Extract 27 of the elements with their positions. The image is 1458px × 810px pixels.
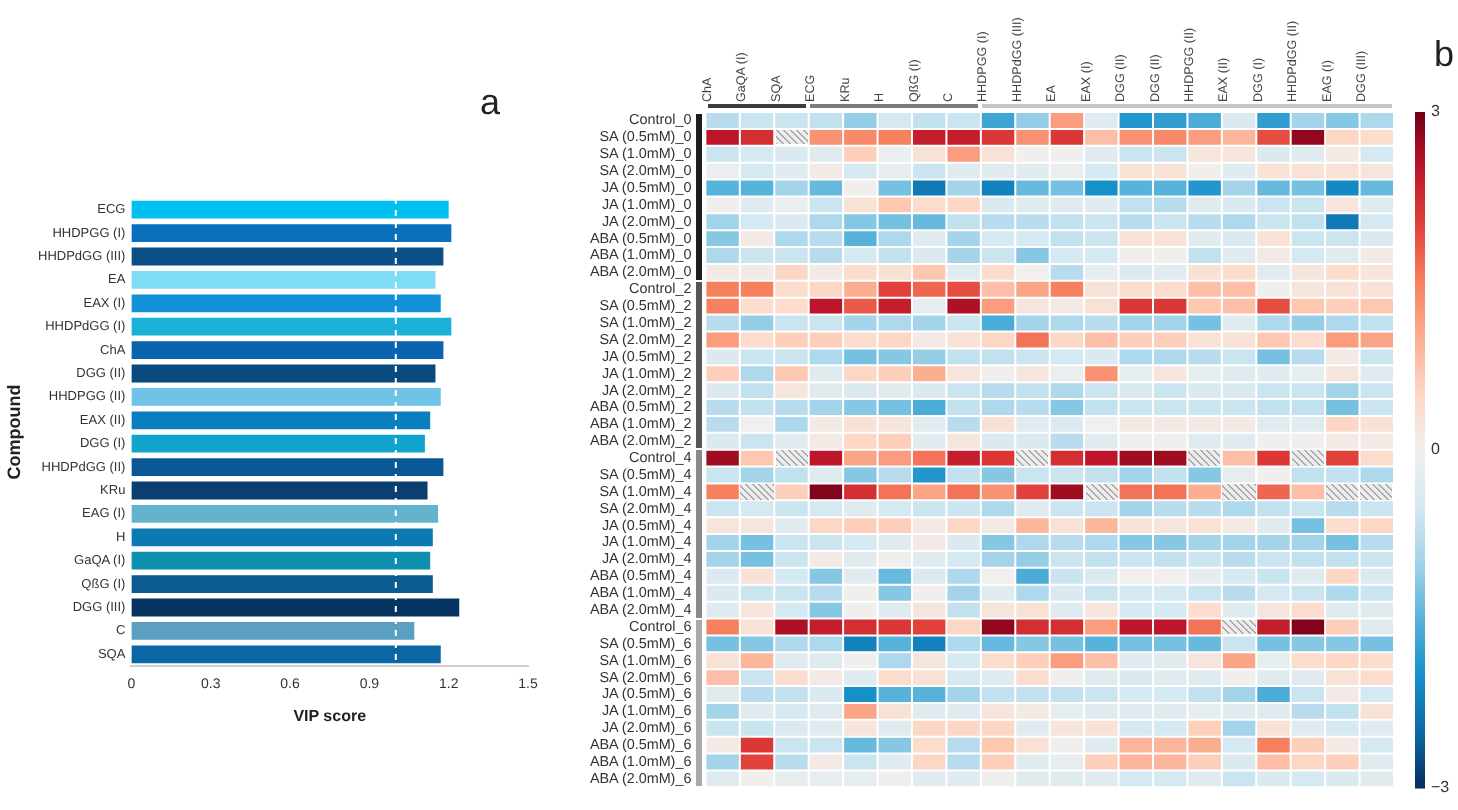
bar [131,247,444,266]
bar [131,294,441,313]
text: b [1433,33,1455,74]
bar [131,505,439,523]
bar [131,598,460,617]
bar [131,528,433,547]
bar [131,388,441,406]
bar [131,551,431,570]
bar [131,645,441,664]
color-bar-label: 3 [1431,102,1441,121]
bar [131,364,436,383]
bar [131,271,436,289]
bar [131,458,444,476]
color-bar-label: 0 [1431,440,1441,459]
text: a [479,81,502,122]
bar [131,317,452,336]
bar [131,622,415,640]
bar [131,224,452,242]
bar [131,434,425,453]
bar [131,200,449,219]
bar [131,575,433,593]
bar [131,411,431,430]
bar [131,341,444,359]
color-bar-label: −3 [1431,777,1451,796]
x-axis-title: VIP score [293,706,368,725]
bar [131,481,428,500]
y-axis-title: Compound [3,384,24,480]
